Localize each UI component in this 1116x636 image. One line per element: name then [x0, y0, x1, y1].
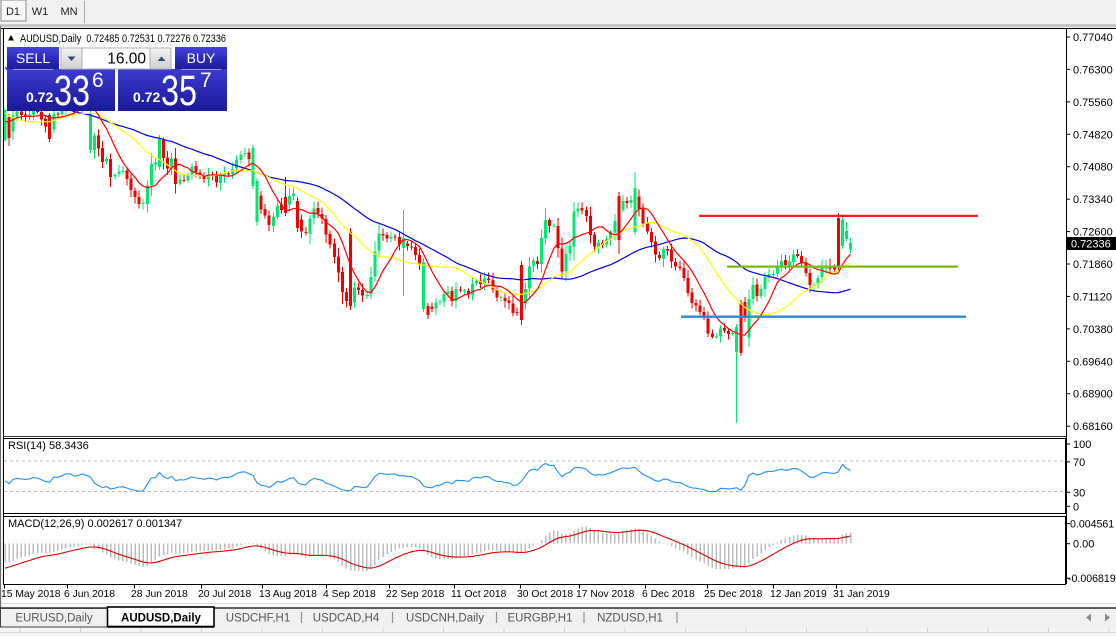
svg-text:0.68160: 0.68160 — [1073, 421, 1113, 433]
svg-text:0.72: 0.72 — [26, 89, 53, 105]
svg-text:0.75560: 0.75560 — [1073, 97, 1113, 109]
svg-text:0.73340: 0.73340 — [1073, 194, 1113, 206]
svg-text:6 Jun 2018: 6 Jun 2018 — [64, 589, 115, 600]
svg-text:20 Jul 2018: 20 Jul 2018 — [198, 589, 252, 600]
svg-text:33: 33 — [54, 67, 90, 115]
svg-text:0.004561: 0.004561 — [1070, 519, 1114, 531]
svg-text:0.00: 0.00 — [1073, 539, 1094, 551]
svg-text:BUY: BUY — [187, 50, 216, 66]
svg-text:EURGBP,H1: EURGBP,H1 — [508, 613, 573, 625]
svg-text:D1: D1 — [6, 6, 20, 18]
svg-text:0.68900: 0.68900 — [1073, 389, 1113, 401]
svg-text:0.69640: 0.69640 — [1073, 356, 1113, 368]
svg-text:17 Nov 2018: 17 Nov 2018 — [576, 589, 635, 600]
svg-text:28 Jun 2018: 28 Jun 2018 — [131, 589, 188, 600]
svg-text:USDCNH,Daily: USDCNH,Daily — [406, 613, 484, 625]
svg-text:0.70380: 0.70380 — [1073, 324, 1113, 336]
svg-text:-0.006819: -0.006819 — [1068, 573, 1116, 585]
svg-text:0.71120: 0.71120 — [1073, 291, 1112, 303]
svg-text:0: 0 — [1073, 501, 1079, 513]
svg-text:31 Jan 2019: 31 Jan 2019 — [833, 589, 890, 600]
svg-text:EURUSD,Daily: EURUSD,Daily — [15, 613, 93, 625]
svg-text:USDCAD,H4: USDCAD,H4 — [313, 613, 380, 625]
svg-text:7: 7 — [200, 69, 212, 92]
svg-text:35: 35 — [161, 67, 197, 115]
svg-text:12 Jan 2019: 12 Jan 2019 — [770, 589, 827, 600]
svg-text:RSI(14) 58.3436: RSI(14) 58.3436 — [8, 440, 89, 452]
svg-text:15 May 2018: 15 May 2018 — [1, 589, 61, 600]
svg-text:22 Sep 2018: 22 Sep 2018 — [386, 589, 445, 600]
svg-text:70: 70 — [1073, 457, 1085, 469]
svg-text:AUDUSD,Daily: AUDUSD,Daily — [121, 613, 201, 625]
svg-text:0.72336: 0.72336 — [1071, 239, 1111, 251]
svg-text:6 Dec 2018: 6 Dec 2018 — [642, 589, 695, 600]
svg-text:0.72: 0.72 — [133, 89, 160, 105]
svg-text:W1: W1 — [32, 6, 49, 18]
svg-text:11 Oct 2018: 11 Oct 2018 — [451, 589, 507, 600]
svg-text:6: 6 — [92, 69, 104, 92]
svg-text:USDCHF,H1: USDCHF,H1 — [226, 613, 291, 625]
svg-text:0.76300: 0.76300 — [1073, 64, 1113, 76]
svg-text:13 Aug 2018: 13 Aug 2018 — [259, 589, 317, 600]
svg-text:0.74820: 0.74820 — [1073, 129, 1113, 141]
svg-text:MACD(12,26,9) 0.002617 0.00134: MACD(12,26,9) 0.002617 0.001347 — [8, 518, 182, 530]
svg-text:100: 100 — [1073, 439, 1091, 451]
svg-text:30: 30 — [1073, 487, 1085, 499]
svg-text:30 Oct 2018: 30 Oct 2018 — [517, 589, 573, 600]
svg-text:16.00: 16.00 — [107, 51, 146, 68]
svg-text:4 Sep 2018: 4 Sep 2018 — [323, 589, 376, 600]
svg-text:MN: MN — [60, 6, 77, 18]
svg-text:SELL: SELL — [16, 50, 50, 66]
svg-text:AUDUSD,Daily 0.72485 0.72531: AUDUSD,Daily 0.72485 0.72531 0.72276 0.7… — [20, 33, 226, 45]
svg-text:NZDUSD,H1: NZDUSD,H1 — [597, 613, 663, 625]
svg-text:25 Dec 2018: 25 Dec 2018 — [704, 589, 763, 600]
svg-text:0.74080: 0.74080 — [1073, 162, 1113, 174]
svg-text:0.77040: 0.77040 — [1073, 32, 1113, 44]
svg-text:0.72600: 0.72600 — [1073, 227, 1113, 239]
svg-text:0.71860: 0.71860 — [1073, 259, 1113, 271]
